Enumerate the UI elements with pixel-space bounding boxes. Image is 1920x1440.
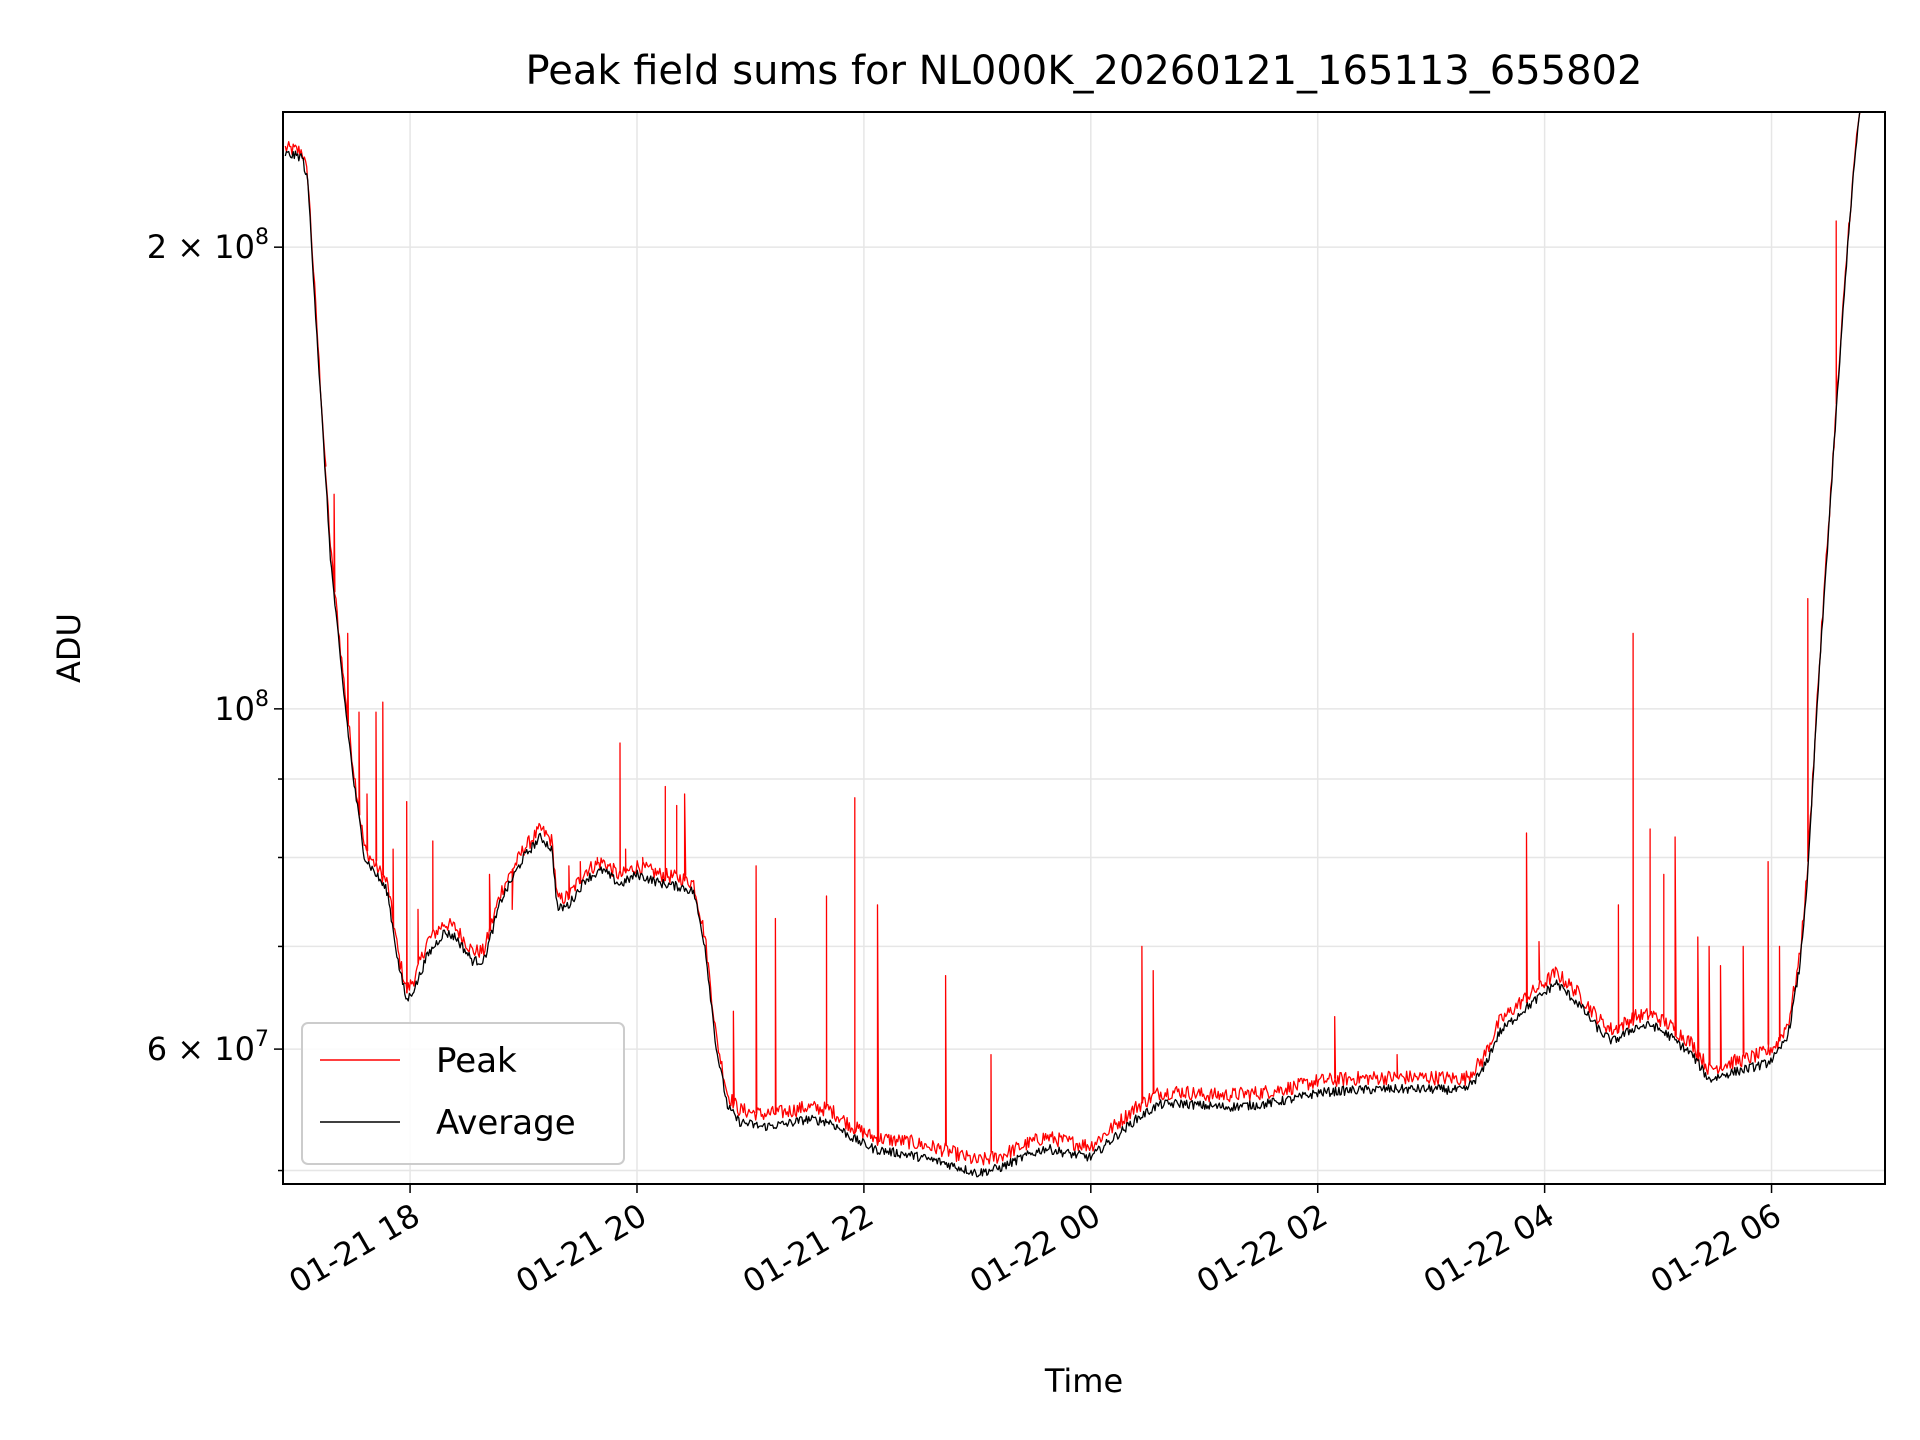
y-tick-label: 2 × 108 [147,225,269,266]
legend-frame [301,1022,625,1165]
legend-label-peak: Peak [436,1041,517,1081]
y-axis-label: ADU [50,613,88,683]
chart-title: Peak field sums for NL000K_20260121_1651… [526,48,1643,94]
series-layer [284,112,1861,1178]
grid [283,112,1885,1184]
series-line-average [284,112,1861,1178]
series-line-peak [284,112,1861,1166]
y-tick-label: 6 × 107 [147,1027,269,1068]
x-axis-label: Time [1044,1362,1123,1400]
legend-label-average: Average [436,1103,576,1143]
plot-frame [282,111,1886,1185]
legend: Peak Average [301,1022,625,1165]
